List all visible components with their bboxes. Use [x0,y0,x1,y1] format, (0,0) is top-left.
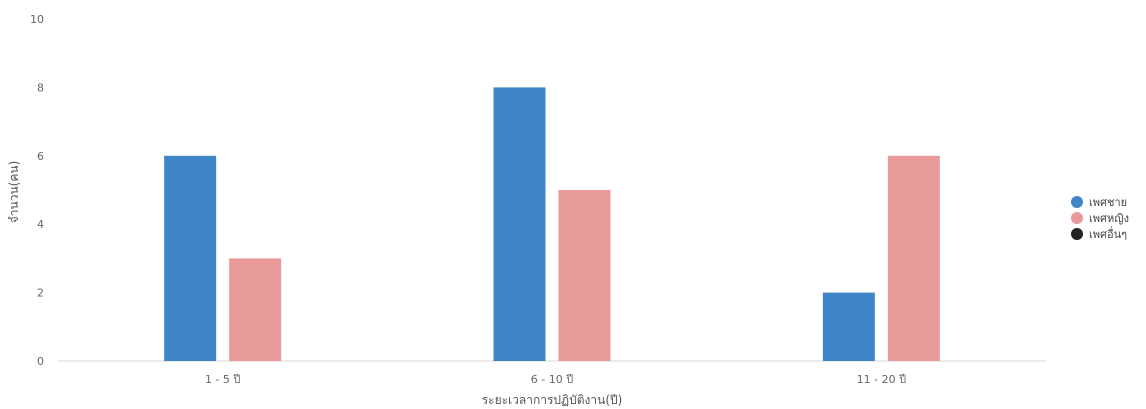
x-tick-label: 1 - 5 ปี [205,373,240,386]
bar[interactable] [493,87,546,362]
legend-label: เพศหญิง [1089,212,1129,225]
legend-item[interactable]: เพศชาย [1071,196,1127,209]
y-axis: 0 2 4 6 8 10 [30,13,44,368]
legend-item[interactable]: เพศหญิง [1071,212,1129,225]
y-tick-label: 2 [37,287,44,300]
legend-swatch [1071,228,1083,240]
y-tick-label: 6 [37,150,44,163]
legend-label: เพศชาย [1089,196,1127,209]
bar[interactable] [229,258,282,361]
bars-group [164,87,940,362]
bar[interactable] [164,155,217,361]
legend-item[interactable]: เพศอื่นๆ [1071,226,1127,241]
y-tick-label: 8 [37,81,44,94]
bar[interactable] [558,190,611,361]
bar[interactable] [822,292,875,361]
y-tick-label: 4 [37,218,44,231]
legend-label: เพศอื่นๆ [1089,226,1127,241]
x-tick-label: 6 - 10 ปี [531,373,573,386]
x-axis-title: ระยะเวลาการปฏิบัติงาน(ปี) [482,393,623,407]
y-tick-label: 10 [30,13,44,26]
legend-swatch [1071,196,1083,208]
x-tick-label: 11 - 20 ปี [857,373,906,386]
y-tick-label: 0 [37,355,44,368]
x-axis: 1 - 5 ปี 6 - 10 ปี 11 - 20 ปี [205,373,906,386]
y-axis-title: จำนวน(คน) [7,161,21,224]
legend-swatch [1071,212,1083,224]
bar[interactable] [887,155,940,361]
